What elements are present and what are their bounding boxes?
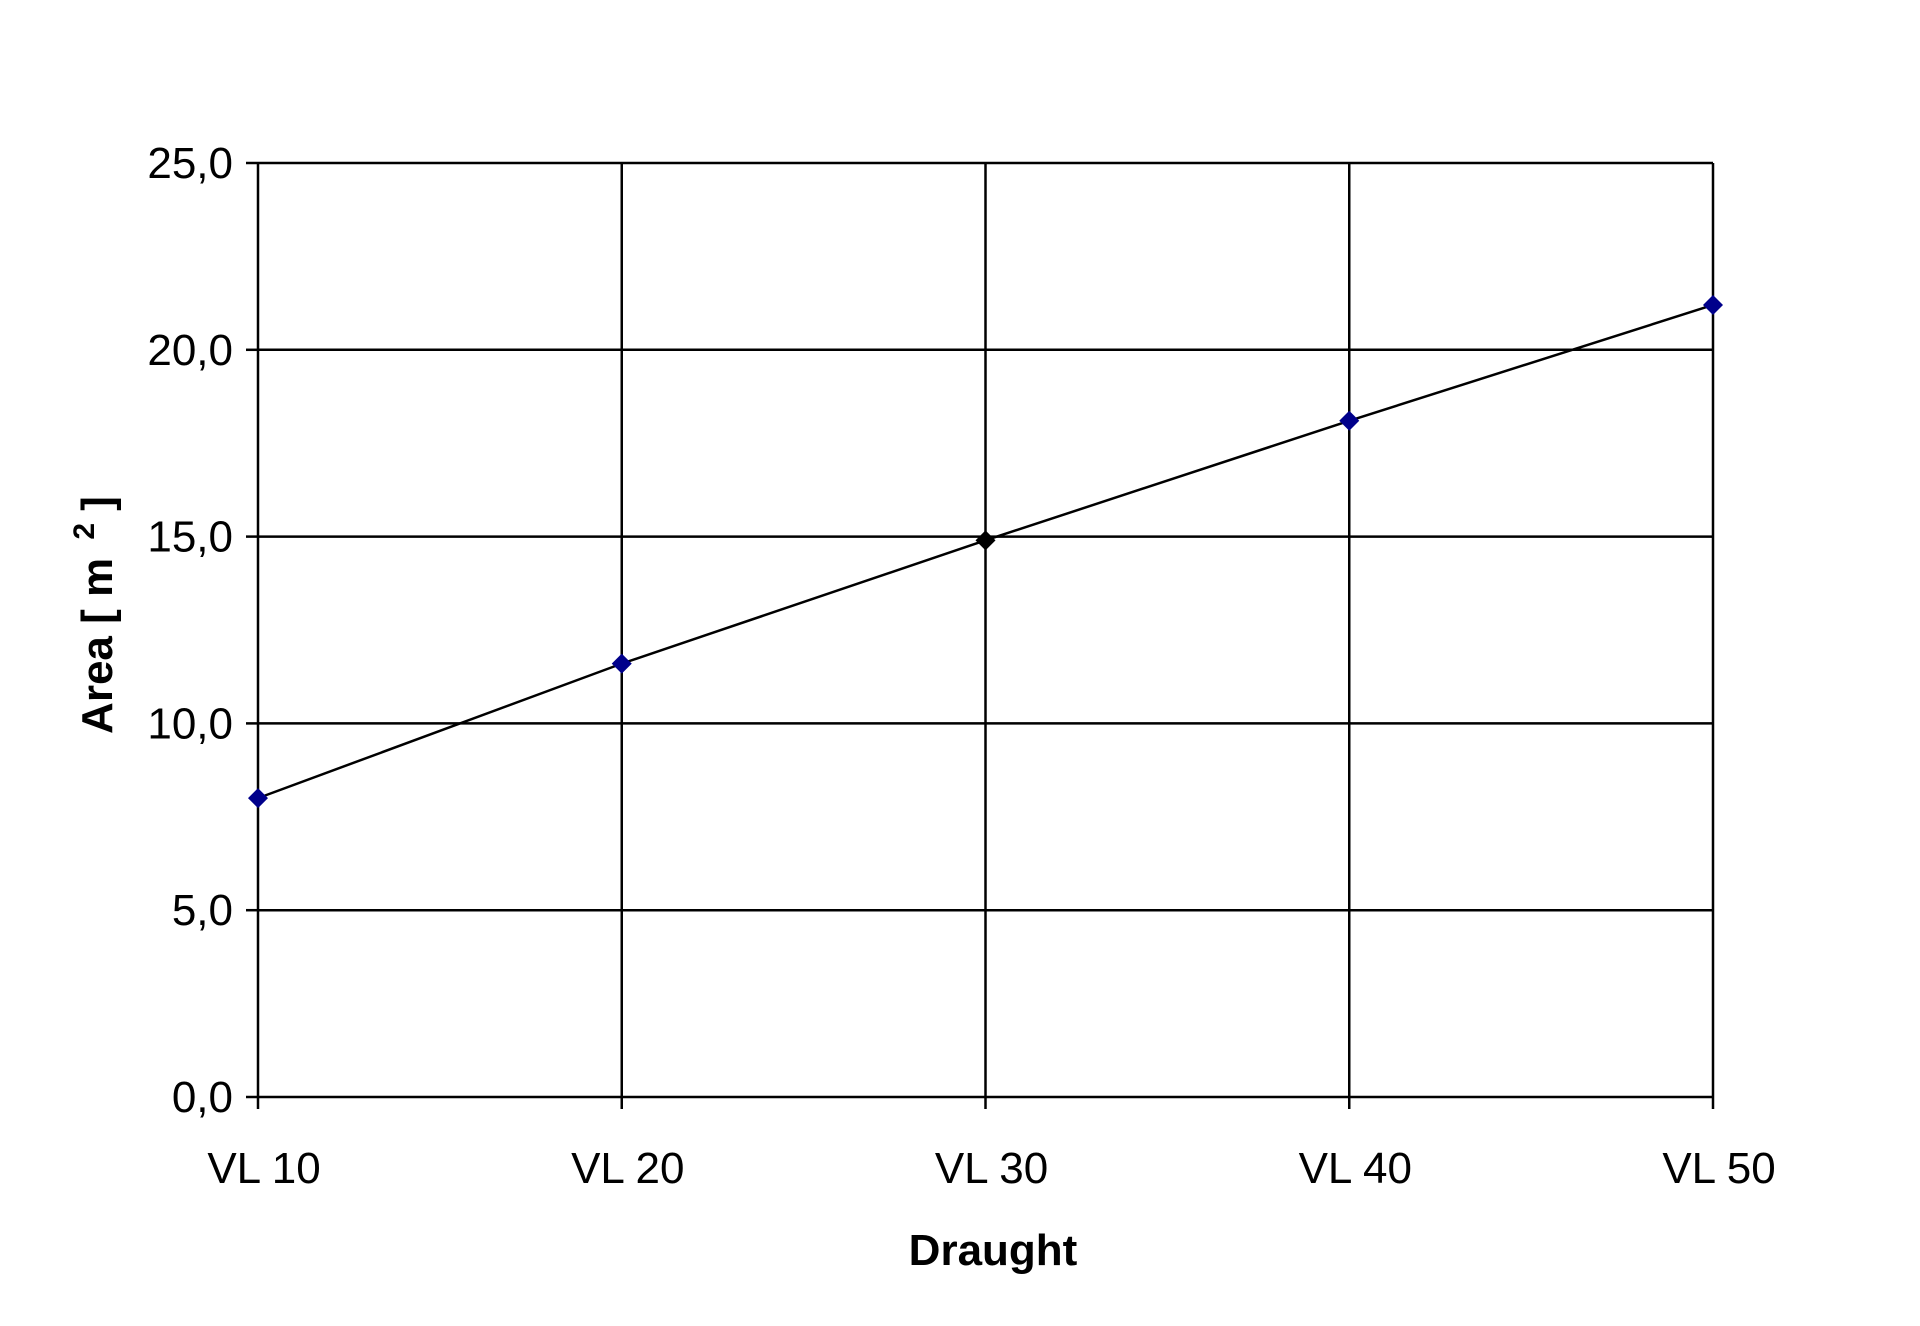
y-tick-label: 25,0 xyxy=(147,139,233,188)
data-point-marker xyxy=(1339,410,1360,431)
x-tick-label: VL 40 xyxy=(1299,1144,1412,1193)
x-axis-title: Draught xyxy=(909,1226,1078,1275)
x-tick-label: VL 50 xyxy=(1662,1144,1775,1193)
x-tick-labels: VL 10 VL 20 VL 30 VL 40 VL 50 xyxy=(207,1144,1775,1193)
y-axis-title-end: ] xyxy=(73,496,122,511)
y-axis-title-superscript: 2 xyxy=(68,523,101,540)
x-tick-label: VL 30 xyxy=(935,1144,1048,1193)
y-tick-label: 20,0 xyxy=(147,326,233,375)
x-tick-label: VL 10 xyxy=(207,1144,320,1193)
y-tick-label: 10,0 xyxy=(147,699,233,748)
data-markers xyxy=(248,294,1723,809)
y-tick-labels: 0,0 5,0 10,0 15,0 20,0 25,0 xyxy=(147,139,233,1122)
y-tick-label: 0,0 xyxy=(172,1073,233,1122)
y-axis-title-main: Area [ m xyxy=(73,558,122,734)
data-point-marker xyxy=(248,788,268,809)
data-point-marker xyxy=(975,530,996,551)
y-axis-title: Area [ m 2 ] xyxy=(55,496,122,734)
x-tick-label: VL 20 xyxy=(571,1144,684,1193)
y-tick-label: 15,0 xyxy=(147,513,233,562)
gridlines xyxy=(256,161,1715,1099)
data-point-marker xyxy=(611,653,632,674)
tick-marks xyxy=(246,161,1715,1109)
data-point-marker xyxy=(1703,294,1723,315)
y-tick-label: 5,0 xyxy=(172,886,233,935)
